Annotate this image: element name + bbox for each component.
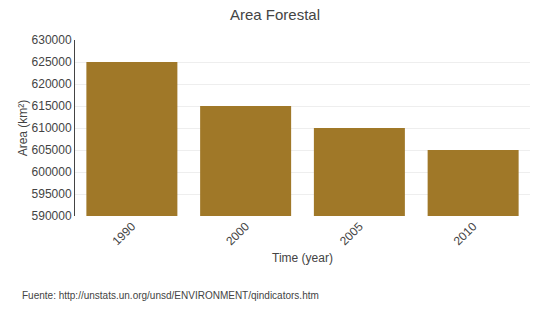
svg-text:2000: 2000: [223, 219, 252, 248]
svg-text:2010: 2010: [451, 219, 480, 248]
svg-text:Area (km²): Area (km²): [16, 100, 30, 157]
svg-text:1990: 1990: [109, 219, 138, 248]
svg-text:610000: 610000: [32, 121, 72, 135]
svg-text:605000: 605000: [32, 143, 72, 157]
svg-text:600000: 600000: [32, 165, 72, 179]
svg-text:2005: 2005: [337, 219, 366, 248]
svg-text:615000: 615000: [32, 99, 72, 113]
svg-text:Time (year): Time (year): [272, 251, 333, 265]
svg-text:590000: 590000: [32, 209, 72, 223]
svg-text:630000: 630000: [32, 33, 72, 47]
svg-text:625000: 625000: [32, 55, 72, 69]
svg-text:620000: 620000: [32, 77, 72, 91]
svg-text:Fuente: http://unstats.un.org/: Fuente: http://unstats.un.org/unsd/ENVIR…: [22, 290, 319, 301]
svg-text:Area Forestal: Area Forestal: [230, 6, 320, 23]
svg-text:595000: 595000: [32, 187, 72, 201]
